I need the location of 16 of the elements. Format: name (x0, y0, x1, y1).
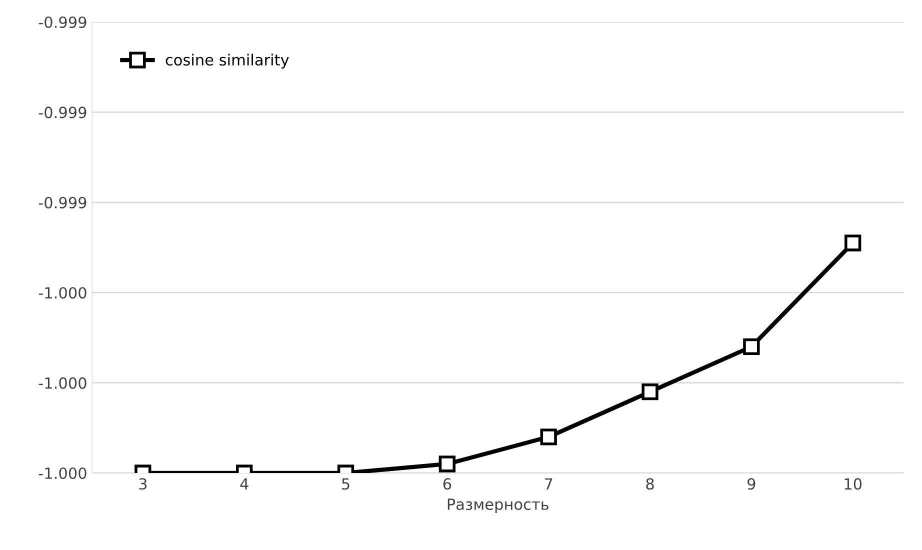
y-tick-label: -0.999 (38, 106, 86, 118)
x-tick-label: 5 (342, 478, 350, 490)
x-tick-label: 4 (240, 478, 248, 490)
legend-label: cosine similarity (166, 54, 289, 69)
y-tick-label: -1.000 (38, 467, 86, 480)
x-tick-label: 6 (443, 478, 452, 490)
y-tick-label: -0.999 (38, 196, 86, 208)
y-tick-label: -1.000 (38, 377, 86, 389)
x-tick-label: 10 (844, 478, 862, 490)
x-tick-label: 3 (139, 478, 147, 490)
y-tick-label: -0.999 (38, 16, 86, 28)
x-tick-label: 8 (646, 478, 654, 490)
x-axis-title: Размерность (448, 498, 548, 513)
x-tick-label: 7 (544, 478, 552, 490)
y-tick-label: -1.000 (38, 287, 86, 299)
x-tick-label: 9 (748, 478, 756, 490)
